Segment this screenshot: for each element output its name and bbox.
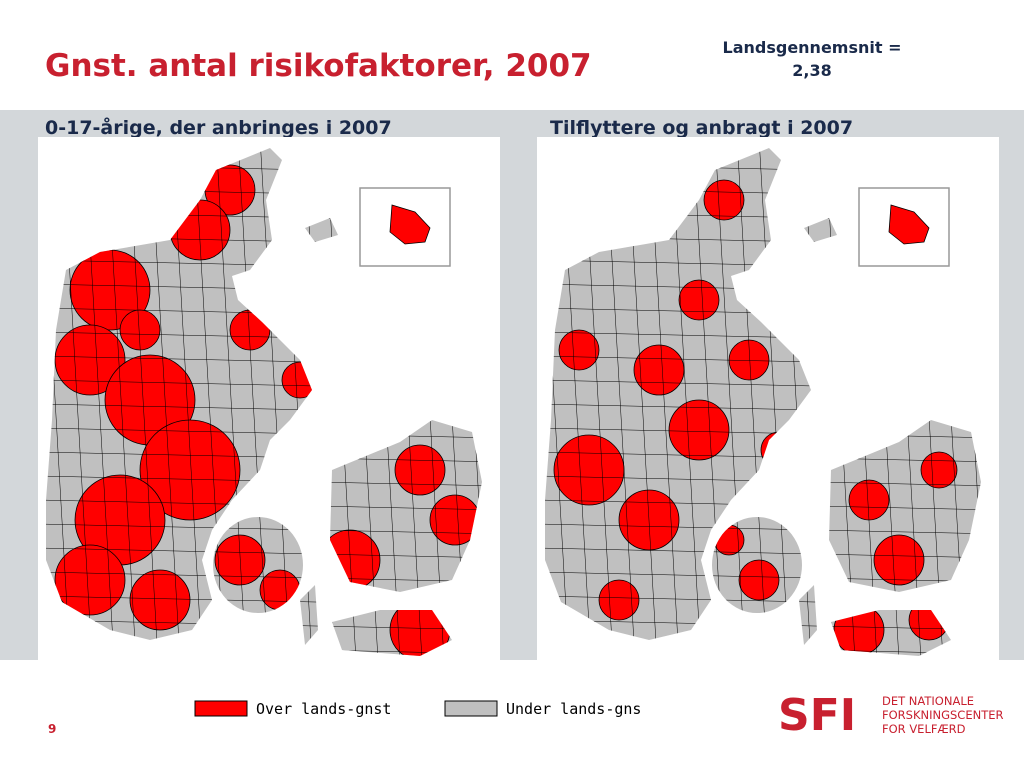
border xyxy=(46,571,482,583)
legend-swatch xyxy=(194,700,248,717)
region-over xyxy=(214,534,266,586)
map-title: 0-17-årige, der anbringes i 2007 xyxy=(45,115,392,139)
border xyxy=(692,148,724,656)
region-over xyxy=(394,444,446,496)
border xyxy=(46,523,482,535)
org-name: DET NATIONALE xyxy=(882,694,974,708)
map-title: Tilflyttere og anbragt i 2007 xyxy=(550,117,853,139)
border xyxy=(259,148,291,656)
legend-label: Over lands-gnst xyxy=(256,700,391,718)
region-over xyxy=(558,329,600,371)
page-number: 9 xyxy=(48,722,56,736)
region-over xyxy=(598,579,640,621)
note: Landsgennemsnit = xyxy=(723,38,902,57)
region-over xyxy=(139,419,241,521)
border xyxy=(237,148,269,656)
border xyxy=(758,148,790,656)
border xyxy=(46,547,482,559)
region-over xyxy=(129,569,191,631)
border xyxy=(545,547,981,559)
inset-island xyxy=(389,204,431,245)
note: 2,38 xyxy=(792,61,831,80)
border xyxy=(545,571,981,583)
legend-label: Under lands-gns xyxy=(506,700,641,718)
border xyxy=(545,523,981,535)
region-over xyxy=(920,451,958,489)
border xyxy=(193,148,225,656)
map xyxy=(537,137,999,660)
region-over xyxy=(678,279,720,321)
region-over xyxy=(668,399,730,461)
region-over xyxy=(738,559,780,601)
logo: SFI xyxy=(778,690,856,741)
region-over xyxy=(553,434,625,506)
region-over xyxy=(873,534,925,586)
map xyxy=(38,137,500,660)
slide-title: Gnst. antal risikofaktorer, 2007 xyxy=(45,48,592,84)
org-name: FOR VELFÆRD xyxy=(882,722,966,736)
org-name: FORSKNINGSCENTER xyxy=(882,708,1004,722)
inset-island xyxy=(888,204,930,245)
border xyxy=(46,427,482,439)
region-over xyxy=(703,179,745,221)
region-over xyxy=(54,324,126,396)
border xyxy=(736,148,768,656)
border xyxy=(545,427,981,439)
border xyxy=(215,148,247,656)
border xyxy=(714,148,746,656)
region-over xyxy=(848,479,890,521)
legend-swatch xyxy=(444,700,498,717)
